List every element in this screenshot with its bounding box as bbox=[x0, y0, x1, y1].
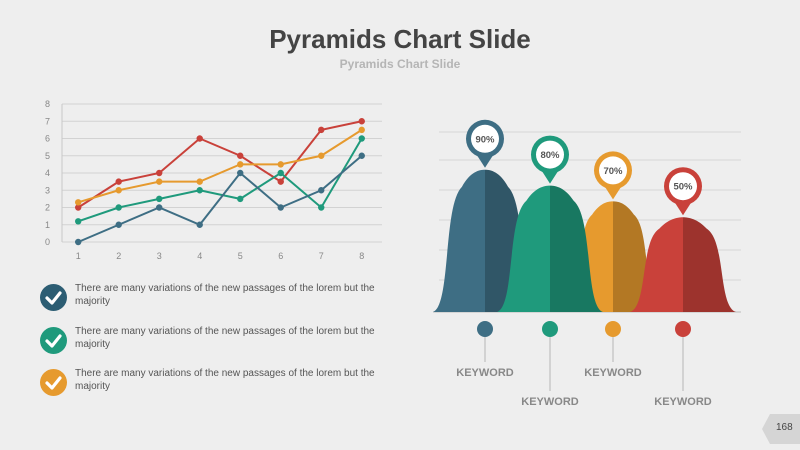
pin-inner bbox=[536, 140, 564, 169]
data-point bbox=[358, 135, 365, 142]
pin-pointer bbox=[541, 169, 559, 184]
y-tick-label: 3 bbox=[45, 185, 50, 195]
page-number: 168 bbox=[776, 422, 793, 433]
keyword-dot bbox=[605, 321, 621, 337]
category-label: KEYWORD bbox=[584, 367, 642, 379]
pyramid-bar-1-left bbox=[433, 169, 485, 312]
series-line-2 bbox=[77, 129, 363, 204]
keyword-dot bbox=[542, 321, 558, 337]
series-line-4 bbox=[77, 154, 363, 243]
pin-inner bbox=[669, 172, 697, 201]
x-tick-label: 5 bbox=[238, 251, 243, 261]
data-label: 50% bbox=[673, 182, 693, 193]
data-label: 90% bbox=[475, 134, 495, 145]
category-label: KEYWORD bbox=[521, 396, 579, 408]
pin-pointer bbox=[674, 201, 692, 216]
data-point bbox=[156, 169, 163, 177]
check-icon bbox=[40, 327, 67, 354]
data-point bbox=[277, 178, 284, 185]
page-number-badge: 168 bbox=[762, 414, 800, 444]
data-point bbox=[75, 204, 82, 211]
category-label: KEYWORD bbox=[456, 367, 514, 379]
pyramid-bar-4-left bbox=[630, 217, 683, 312]
data-point bbox=[318, 204, 325, 211]
data-label: 70% bbox=[603, 166, 623, 177]
data-point bbox=[196, 178, 203, 185]
pin-inner bbox=[471, 124, 499, 153]
y-tick-label: 0 bbox=[45, 237, 50, 247]
x-tick-label: 1 bbox=[76, 251, 81, 261]
data-label: 80% bbox=[540, 150, 560, 161]
data-point bbox=[277, 169, 284, 177]
note-item-3: There are many variations of the new pas… bbox=[40, 367, 400, 399]
data-point bbox=[196, 135, 203, 142]
y-tick-label: 4 bbox=[45, 168, 50, 178]
x-tick-label: 8 bbox=[359, 251, 364, 261]
series-line-3 bbox=[77, 137, 363, 223]
data-point bbox=[115, 204, 122, 211]
pyramid-chart: 90% 70% 50% 80% KEYWORD KEYWORD KEYWORD KEYWORD bbox=[433, 119, 741, 408]
data-point bbox=[196, 221, 203, 228]
data-point bbox=[156, 178, 163, 185]
data-point bbox=[156, 204, 163, 211]
data-point bbox=[156, 195, 163, 203]
data-point bbox=[196, 187, 203, 194]
pyramid-bar-2-left bbox=[497, 185, 550, 312]
check-icon bbox=[40, 284, 67, 311]
note-text: There are many variations of the new pas… bbox=[75, 283, 375, 307]
y-tick-label: 2 bbox=[45, 203, 50, 213]
data-point bbox=[75, 199, 82, 206]
x-tick-label: 6 bbox=[278, 251, 283, 261]
x-tick-label: 7 bbox=[319, 251, 324, 261]
pyramid-bar-2-right bbox=[550, 185, 603, 312]
note-text: There are many variations of the new pas… bbox=[75, 368, 375, 392]
check-icon bbox=[40, 369, 67, 396]
y-tick-label: 1 bbox=[45, 220, 50, 230]
data-point bbox=[358, 126, 365, 134]
x-tick-label: 3 bbox=[157, 251, 162, 261]
y-tick-label: 7 bbox=[45, 116, 50, 126]
pyramid-bar-4-right bbox=[683, 217, 736, 312]
slide-subtitle: Pyramids Chart Slide bbox=[339, 57, 461, 71]
x-tick-label: 4 bbox=[197, 251, 202, 261]
data-point bbox=[75, 238, 82, 246]
x-tick-label: 2 bbox=[116, 251, 121, 261]
data-point bbox=[237, 161, 244, 168]
data-point bbox=[75, 218, 82, 225]
data-point bbox=[277, 161, 284, 168]
data-point bbox=[358, 152, 365, 159]
y-tick-label: 5 bbox=[45, 151, 50, 161]
pin-inner bbox=[599, 156, 627, 185]
data-point bbox=[358, 118, 365, 125]
series-line-1 bbox=[77, 120, 362, 209]
note-item-1: There are many variations of the new pas… bbox=[40, 282, 400, 314]
data-point bbox=[277, 204, 284, 211]
data-point bbox=[237, 152, 244, 159]
data-point bbox=[318, 152, 325, 159]
keyword-dot bbox=[675, 321, 691, 337]
data-point bbox=[237, 169, 244, 177]
keyword-dot bbox=[477, 321, 493, 337]
data-point bbox=[115, 221, 122, 228]
data-point bbox=[115, 187, 122, 194]
data-point bbox=[318, 126, 325, 134]
category-label: KEYWORD bbox=[654, 396, 712, 408]
y-tick-label: 8 bbox=[45, 99, 50, 109]
slide-title: Pyramids Chart Slide bbox=[269, 24, 531, 54]
note-item-2: There are many variations of the new pas… bbox=[40, 325, 400, 357]
y-tick-label: 6 bbox=[45, 134, 50, 144]
pin-pointer bbox=[604, 185, 622, 200]
data-point bbox=[318, 187, 325, 194]
line-chart: 0 1 2 3 4 5 6 7 8 1 2 3 4 5 6 7 8 bbox=[45, 99, 382, 261]
data-point bbox=[115, 178, 122, 185]
pin-pointer bbox=[476, 153, 494, 168]
data-point bbox=[237, 195, 244, 203]
note-text: There are many variations of the new pas… bbox=[75, 326, 375, 350]
